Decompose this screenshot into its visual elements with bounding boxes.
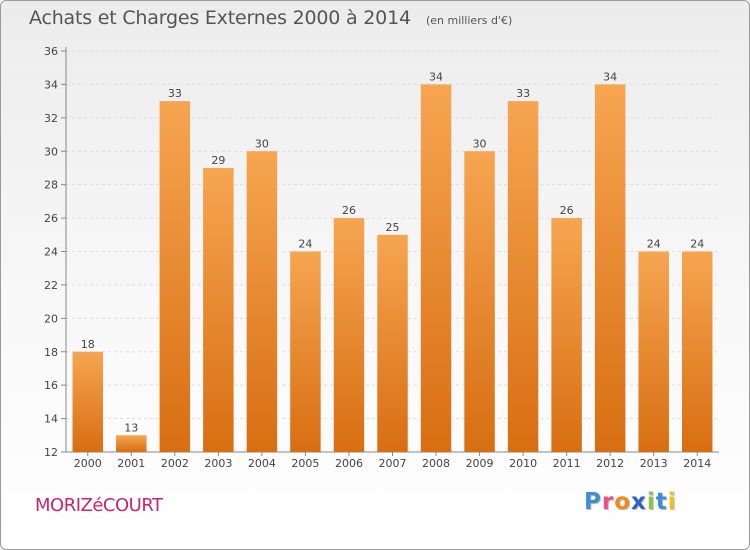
bar-value-label: 24 bbox=[298, 238, 312, 251]
bar bbox=[159, 101, 191, 452]
bar-value-label: 34 bbox=[429, 70, 443, 83]
bar-value-label: 24 bbox=[647, 238, 661, 251]
bar bbox=[116, 435, 147, 452]
bar-value-label: 33 bbox=[168, 87, 182, 100]
logo-letter: P bbox=[584, 489, 602, 515]
x-tick-label: 2004 bbox=[248, 457, 276, 470]
bar bbox=[681, 251, 713, 452]
x-tick-label: 2002 bbox=[161, 457, 189, 470]
y-tick-label: 28 bbox=[44, 179, 58, 192]
y-tick-label: 20 bbox=[44, 312, 58, 325]
bar bbox=[290, 251, 321, 452]
bar-value-label: 13 bbox=[124, 421, 138, 434]
proxiti-logo[interactable]: Proxiti bbox=[584, 489, 677, 515]
title-row: Achats et Charges Externes 2000 à 2014 (… bbox=[29, 7, 512, 29]
bar bbox=[72, 351, 104, 452]
bar-value-label: 25 bbox=[386, 221, 400, 234]
chart-unit-label: (en milliers d'€) bbox=[425, 14, 513, 27]
x-tick-label: 2000 bbox=[74, 457, 102, 470]
y-tick-label: 22 bbox=[44, 279, 58, 292]
bar-value-label: 33 bbox=[516, 87, 530, 100]
x-tick-label: 2007 bbox=[379, 457, 407, 470]
bar-value-label: 30 bbox=[473, 137, 487, 150]
y-tick-label: 12 bbox=[44, 446, 58, 459]
logo-letter: i bbox=[646, 489, 656, 515]
bar bbox=[638, 251, 669, 452]
logo-letter: t bbox=[655, 489, 668, 515]
bar-value-label: 29 bbox=[211, 154, 225, 167]
bar bbox=[333, 218, 365, 452]
bar-value-label: 18 bbox=[81, 338, 95, 351]
bar bbox=[246, 151, 278, 452]
y-tick-label: 30 bbox=[44, 145, 58, 158]
x-tick-label: 2009 bbox=[466, 457, 494, 470]
bar bbox=[420, 84, 452, 453]
x-tick-label: 2014 bbox=[683, 457, 711, 470]
bar bbox=[507, 101, 539, 452]
x-tick-label: 2006 bbox=[335, 457, 363, 470]
bar bbox=[203, 167, 234, 453]
x-tick-label: 2012 bbox=[596, 457, 624, 470]
bar bbox=[464, 151, 495, 452]
bar bbox=[551, 218, 582, 452]
x-tick-label: 2005 bbox=[291, 457, 319, 470]
bar-value-label: 30 bbox=[255, 137, 269, 150]
bar-value-label: 26 bbox=[560, 204, 574, 217]
commune-name: MORIZéCOURT bbox=[35, 495, 163, 516]
bar bbox=[594, 84, 626, 453]
bar bbox=[377, 234, 408, 452]
y-tick-label: 36 bbox=[44, 45, 58, 58]
y-tick-label: 32 bbox=[44, 112, 58, 125]
y-tick-label: 24 bbox=[44, 246, 58, 259]
chart-title: Achats et Charges Externes 2000 à 2014 bbox=[29, 7, 411, 29]
bar-value-label: 34 bbox=[603, 70, 617, 83]
y-tick-label: 16 bbox=[44, 379, 58, 392]
y-tick-label: 26 bbox=[44, 212, 58, 225]
y-tick-label: 18 bbox=[44, 346, 58, 359]
logo-letter: i bbox=[667, 489, 677, 515]
bar-value-label: 26 bbox=[342, 204, 356, 217]
x-tick-label: 2008 bbox=[422, 457, 450, 470]
y-tick-label: 34 bbox=[44, 78, 58, 91]
x-tick-label: 2011 bbox=[553, 457, 581, 470]
logo-letter: x bbox=[631, 489, 647, 515]
x-tick-label: 2003 bbox=[204, 457, 232, 470]
y-tick-label: 14 bbox=[44, 413, 58, 426]
x-tick-label: 2010 bbox=[509, 457, 537, 470]
bar-value-label: 24 bbox=[690, 238, 704, 251]
logo-letter: r bbox=[601, 489, 615, 515]
logo-letter: o bbox=[614, 489, 632, 515]
x-tick-label: 2001 bbox=[117, 457, 145, 470]
x-tick-label: 2013 bbox=[640, 457, 668, 470]
